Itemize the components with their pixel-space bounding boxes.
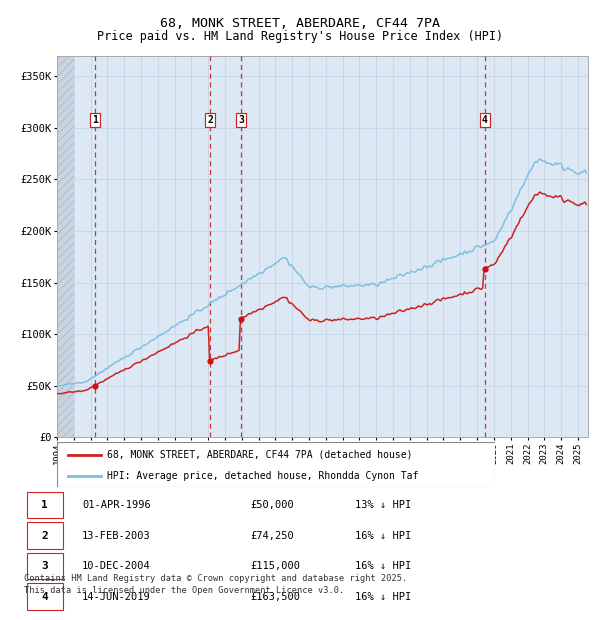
Text: 1: 1 xyxy=(41,500,48,510)
Text: 2: 2 xyxy=(208,115,213,125)
Text: HPI: Average price, detached house, Rhondda Cynon Taf: HPI: Average price, detached house, Rhon… xyxy=(107,471,419,481)
Text: 68, MONK STREET, ABERDARE, CF44 7PA: 68, MONK STREET, ABERDARE, CF44 7PA xyxy=(160,17,440,30)
Text: 13% ↓ HPI: 13% ↓ HPI xyxy=(355,500,412,510)
Text: 16% ↓ HPI: 16% ↓ HPI xyxy=(355,591,412,601)
Bar xyxy=(57,56,74,437)
Text: 16% ↓ HPI: 16% ↓ HPI xyxy=(355,531,412,541)
Text: £74,250: £74,250 xyxy=(250,531,294,541)
Text: Contains HM Land Registry data © Crown copyright and database right 2025.: Contains HM Land Registry data © Crown c… xyxy=(24,574,407,583)
Text: 4: 4 xyxy=(41,591,48,601)
FancyBboxPatch shape xyxy=(27,492,62,518)
Text: £163,500: £163,500 xyxy=(250,591,301,601)
Text: 14-JUN-2019: 14-JUN-2019 xyxy=(82,591,151,601)
Text: Price paid vs. HM Land Registry's House Price Index (HPI): Price paid vs. HM Land Registry's House … xyxy=(97,30,503,43)
FancyBboxPatch shape xyxy=(27,522,62,549)
Text: £50,000: £50,000 xyxy=(250,500,294,510)
Text: 13-FEB-2003: 13-FEB-2003 xyxy=(82,531,151,541)
Text: 01-APR-1996: 01-APR-1996 xyxy=(82,500,151,510)
FancyBboxPatch shape xyxy=(27,583,62,610)
Text: 16% ↓ HPI: 16% ↓ HPI xyxy=(355,561,412,571)
Text: 2: 2 xyxy=(41,531,48,541)
Text: 3: 3 xyxy=(238,115,244,125)
Text: 3: 3 xyxy=(41,561,48,571)
Text: 1: 1 xyxy=(92,115,98,125)
Text: This data is licensed under the Open Government Licence v3.0.: This data is licensed under the Open Gov… xyxy=(24,586,344,595)
Bar xyxy=(57,56,74,437)
Text: 68, MONK STREET, ABERDARE, CF44 7PA (detached house): 68, MONK STREET, ABERDARE, CF44 7PA (det… xyxy=(107,450,413,459)
FancyBboxPatch shape xyxy=(27,552,62,580)
Text: £115,000: £115,000 xyxy=(250,561,301,571)
Text: 4: 4 xyxy=(482,115,488,125)
Text: 10-DEC-2004: 10-DEC-2004 xyxy=(82,561,151,571)
